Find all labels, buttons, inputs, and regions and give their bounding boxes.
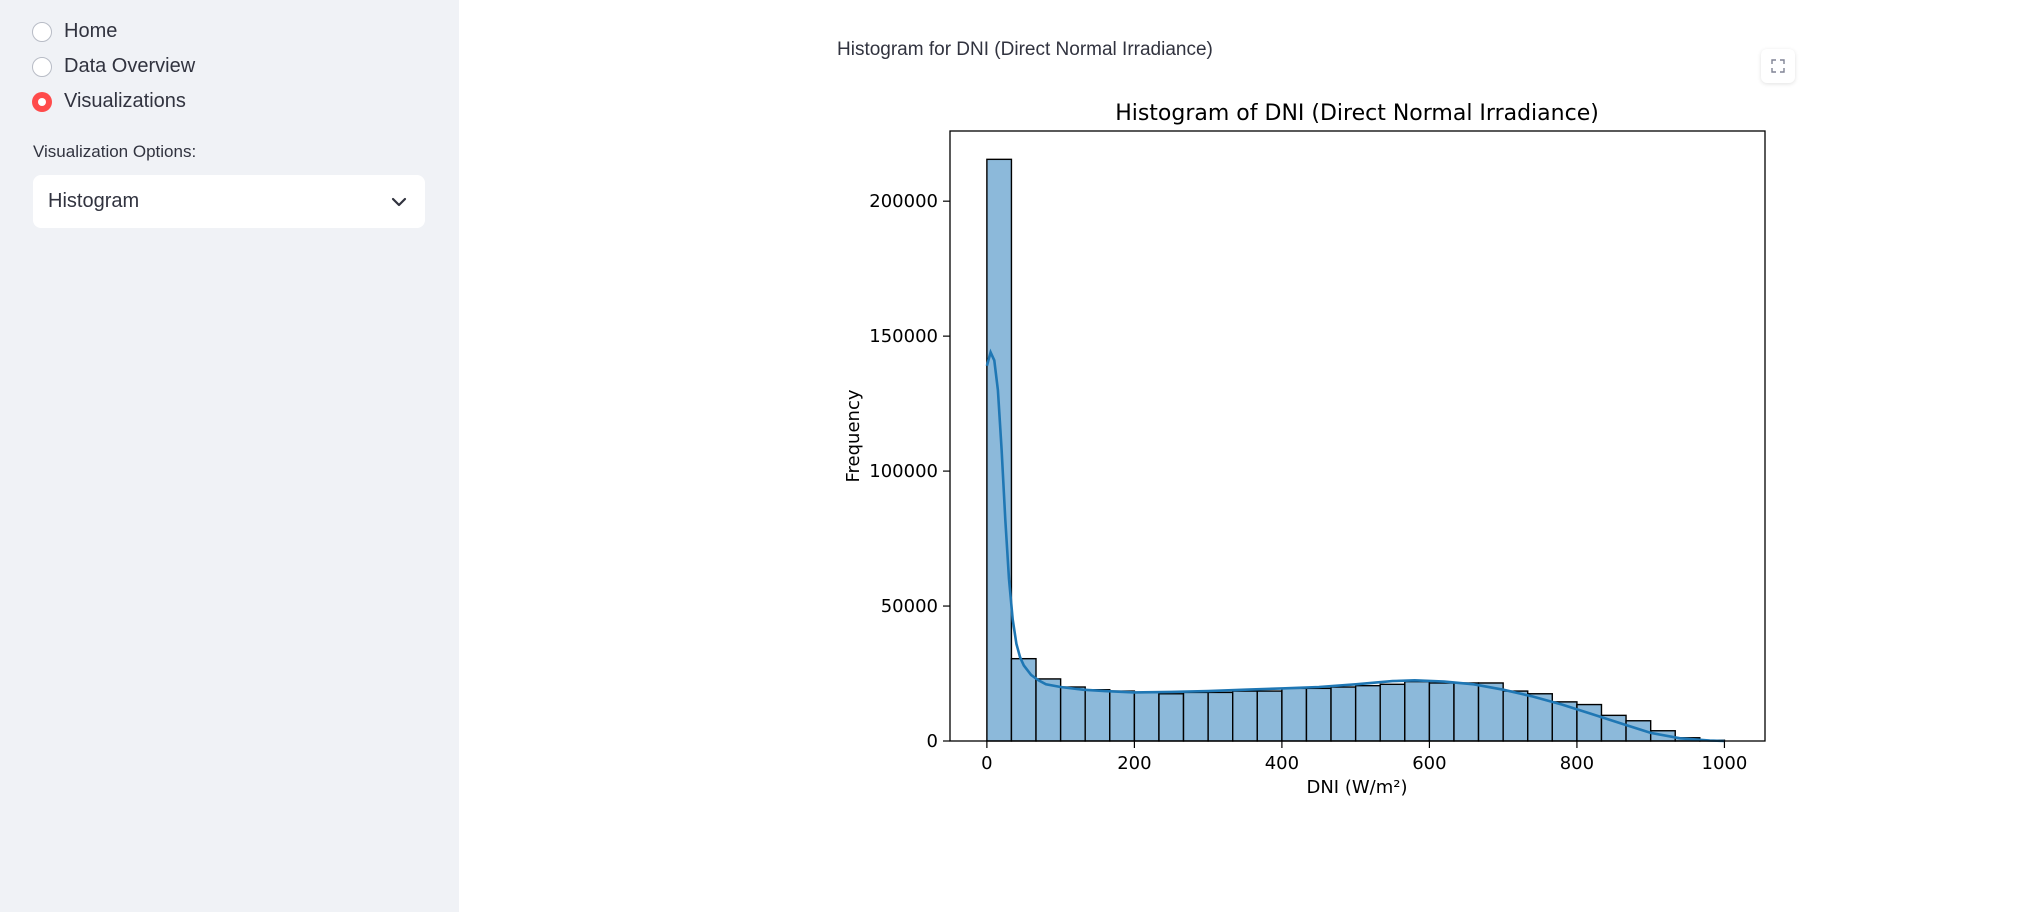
x-axis-label: DNI (W/m²) [1306, 777, 1407, 798]
y-tick-label: 0 [927, 731, 938, 752]
kde-curve [985, 348, 1725, 743]
histogram-bar [1256, 690, 1283, 742]
radio-button-icon[interactable] [32, 21, 52, 42]
x-tick-label: 800 [1560, 753, 1594, 774]
figure-caption: Histogram for DNI (Direct Normal Irradia… [837, 39, 1213, 60]
visualization-options-label: Visualization Options: [33, 142, 197, 161]
histogram-bar [1035, 678, 1062, 742]
histogram-bar [1404, 680, 1431, 742]
radio-data-overview[interactable]: Data Overview [32, 49, 195, 84]
histogram-bar [1059, 686, 1086, 742]
navigation-radio-group: Home Data Overview Visualizations [32, 14, 195, 119]
fullscreen-button[interactable] [1761, 49, 1795, 83]
histogram-bar [1158, 693, 1185, 742]
histogram-bar [1109, 690, 1136, 742]
visualization-options-select[interactable]: Histogram [33, 175, 425, 228]
histogram-bar [1502, 690, 1529, 742]
chart-title: Histogram of DNI (Direct Normal Irradian… [1115, 101, 1599, 126]
histogram-bar [1207, 691, 1234, 742]
histogram-bar [1354, 684, 1381, 742]
histogram-bar [1428, 682, 1455, 742]
histogram-bar [1281, 687, 1308, 742]
y-tick-label: 50000 [881, 596, 938, 617]
radio-label: Data Overview [64, 55, 196, 77]
sidebar: Home Data Overview Visualizations Visual… [0, 0, 459, 912]
histogram-bar [1330, 686, 1357, 742]
chevron-down-icon [391, 197, 407, 206]
radio-button-selected-icon[interactable] [32, 91, 52, 112]
histogram-bar [1232, 690, 1258, 742]
radio-home[interactable]: Home [32, 14, 195, 49]
x-tick-label: 200 [1117, 753, 1151, 774]
radio-visualizations[interactable]: Visualizations [32, 84, 195, 119]
x-tick-label: 1000 [1702, 753, 1748, 774]
plot-frame [949, 130, 1766, 742]
x-tick-label: 600 [1412, 753, 1446, 774]
x-tick-label: 400 [1265, 753, 1299, 774]
histogram-bar [1182, 691, 1209, 742]
y-tick-label: 200000 [869, 191, 938, 212]
y-tick-label: 150000 [869, 326, 938, 347]
radio-label: Visualizations [64, 90, 186, 112]
histogram-chart: Histogram of DNI (Direct Normal Irradian… [843, 101, 1766, 798]
histogram-bar [1379, 683, 1406, 742]
histogram-bar [1084, 689, 1111, 742]
histogram-bar [1477, 682, 1504, 742]
select-value: Histogram [48, 190, 140, 212]
histogram-bar [1133, 691, 1160, 742]
histogram-bar [1305, 687, 1332, 742]
histogram-bar [986, 158, 1013, 742]
y-axis-label: Frequency [843, 389, 864, 482]
main-content: Histogram for DNI (Direct Normal Irradia… [459, 0, 2023, 912]
histogram-bar [1010, 657, 1037, 742]
y-tick-label: 100000 [869, 461, 938, 482]
radio-button-icon[interactable] [32, 56, 52, 77]
histogram-bar [1453, 682, 1480, 742]
x-tick-label: 0 [981, 753, 992, 774]
fullscreen-icon [1771, 59, 1785, 73]
radio-label: Home [64, 20, 118, 42]
